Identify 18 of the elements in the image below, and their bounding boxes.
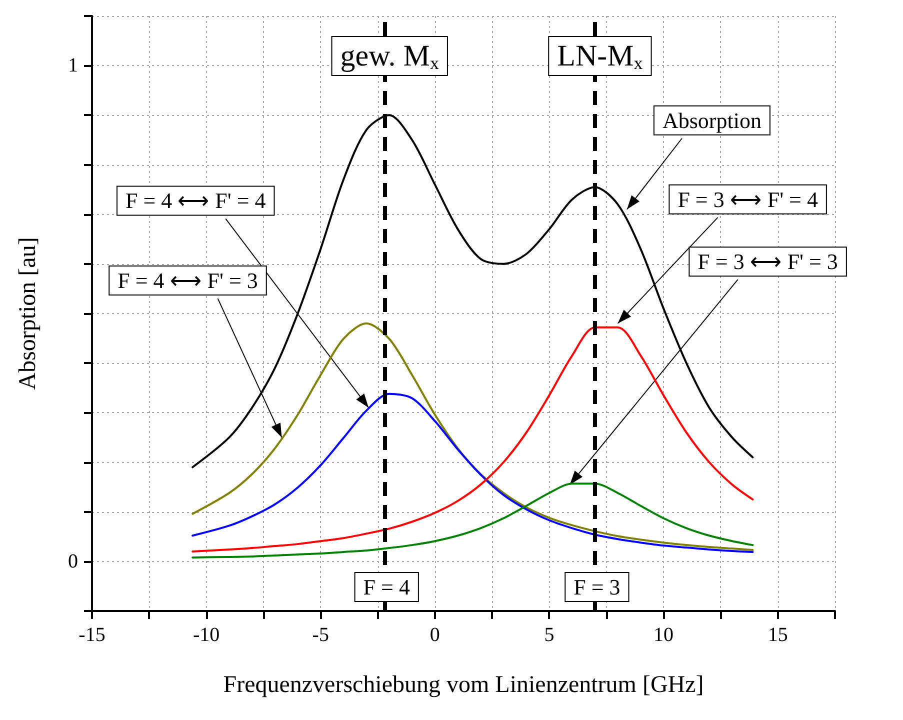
annotation: F = 3 ⟷ F' = 3 (698, 249, 838, 274)
annotation: F = 4 ⟷ F' = 4 (126, 188, 266, 214)
x-tick-label: -5 (312, 624, 329, 646)
annotation: Absorption (662, 108, 762, 133)
x-tick-label: 5 (544, 624, 554, 646)
annotation: F = 3 ⟷ F' = 4 (678, 186, 818, 212)
x-tick-label: 15 (768, 624, 788, 646)
x-tick-label: 0 (430, 624, 440, 646)
x-tick-label: 10 (654, 624, 674, 646)
annotation: F = 4 ⟷ F' = 3 (118, 268, 258, 293)
y-axis-title: Absorption [au] (15, 237, 41, 390)
x-tick-label: -15 (78, 624, 106, 646)
line-series (192, 392, 754, 553)
y-tick-label: 1 (68, 54, 78, 77)
annotation: F = 4 (363, 574, 410, 600)
x-tick-label: -10 (192, 624, 220, 646)
x-axis-title: Frequenzverschiebung vom Linienzentrum [GHz] (223, 672, 704, 698)
annotation: F = 3 (574, 574, 620, 600)
